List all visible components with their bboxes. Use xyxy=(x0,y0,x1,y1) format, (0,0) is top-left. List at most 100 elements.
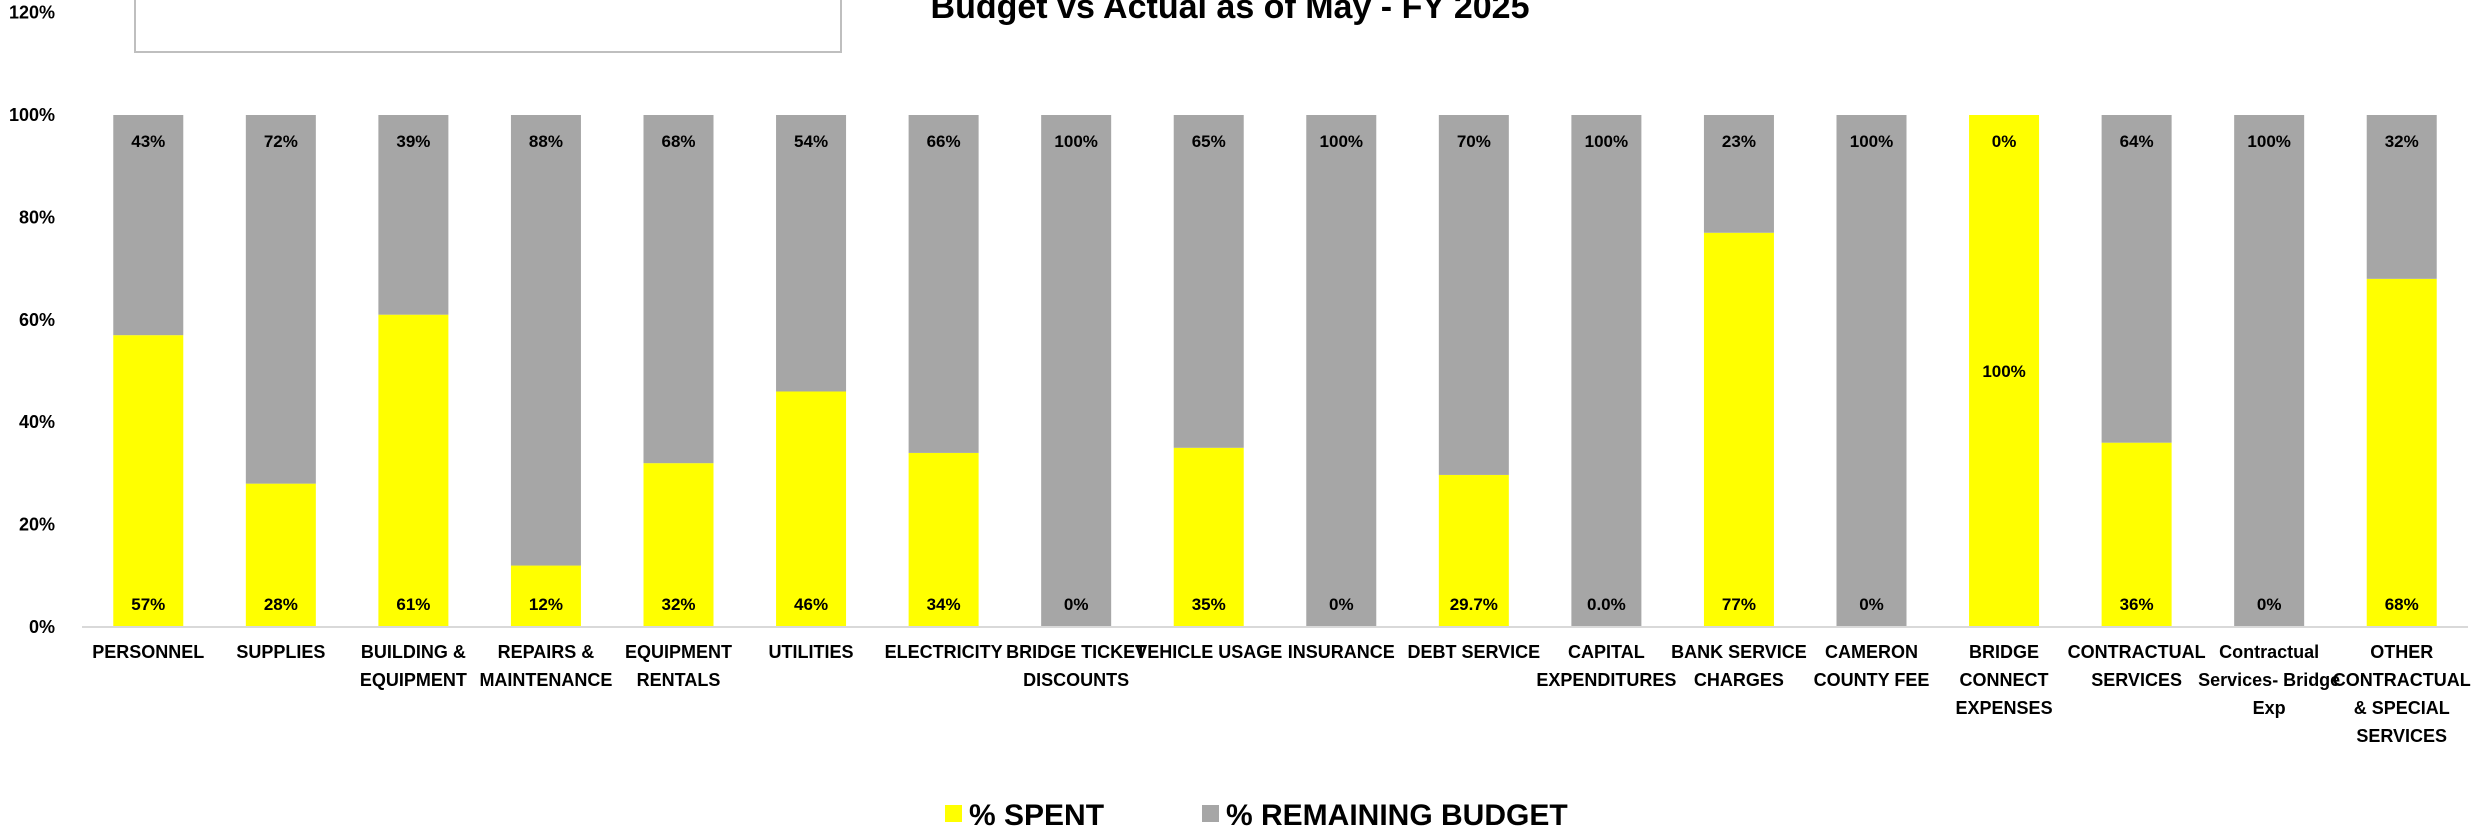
bar-remaining xyxy=(378,115,449,315)
bar-stack: 0% 100% xyxy=(1041,115,1112,627)
x-tick-label-line: DISCOUNTS xyxy=(1023,670,1129,690)
bar-spent xyxy=(1969,115,2040,627)
label-spent: 68% xyxy=(2385,595,2419,614)
x-tick-label-line: SERVICES xyxy=(2091,670,2182,690)
x-tick-label-line: RENTALS xyxy=(637,670,721,690)
bar-remaining xyxy=(113,115,184,336)
legend-label: % SPENT xyxy=(969,799,1104,830)
bar-remaining xyxy=(2101,115,2172,443)
label-remaining: 54% xyxy=(794,132,828,151)
x-tick-label: BUILDING & EQUIPMENT xyxy=(360,642,467,690)
x-tick-label-line: Contractual xyxy=(2219,642,2319,662)
x-tick-label: CONTRACTUAL SERVICES xyxy=(2068,642,2206,690)
bar-remaining xyxy=(245,115,316,484)
label-spent: 32% xyxy=(661,595,695,614)
y-tick-label: 100% xyxy=(9,105,55,125)
x-tick-label-line: COUNTY FEE xyxy=(1814,670,1930,690)
bar-stack: 34% 66% xyxy=(908,115,979,627)
x-tick-label-line: CAMERON xyxy=(1825,642,1918,662)
x-tick-label-line: BRIDGE TICKET xyxy=(1006,642,1146,662)
bar-spent xyxy=(378,314,449,627)
bar-stack: 32% 68% xyxy=(643,115,714,627)
y-tick-label: 80% xyxy=(19,207,55,227)
bar-remaining xyxy=(2234,115,2305,627)
x-tick-label: ELECTRICITY xyxy=(885,642,1003,662)
x-tick-label: REPAIRS & MAINTENANCE xyxy=(479,642,612,690)
bar-remaining xyxy=(643,115,714,464)
x-tick-label-line: & SPECIAL xyxy=(2354,698,2450,718)
bar-remaining xyxy=(1571,115,1642,627)
y-tick-label: 0% xyxy=(29,617,55,637)
x-tick-label: SUPPLIES xyxy=(236,642,325,662)
bar-remaining xyxy=(1703,115,1774,233)
label-spent: 36% xyxy=(2120,595,2154,614)
label-remaining: 66% xyxy=(927,132,961,151)
bar-stack: 77% 23% xyxy=(1703,115,1774,627)
label-spent: 0.0% xyxy=(1587,595,1626,614)
x-tick-label: VEHICLE USAGE xyxy=(1135,642,1282,662)
x-tick-label: Contractual Services- Bridge Exp xyxy=(2198,642,2340,718)
x-tick-label-line: BRIDGE xyxy=(1969,642,2039,662)
bar-remaining xyxy=(908,115,979,453)
bar-remaining xyxy=(776,115,847,392)
x-tick-label: BRIDGE TICKET DISCOUNTS xyxy=(1006,642,1146,690)
x-tick-label-line: REPAIRS & xyxy=(498,642,595,662)
inset-text-box xyxy=(134,0,842,53)
bar-spent xyxy=(776,391,847,627)
label-spent: 0% xyxy=(2257,595,2282,614)
label-spent: 12% xyxy=(529,595,563,614)
label-spent: 0% xyxy=(1329,595,1354,614)
bar-spent xyxy=(510,565,581,627)
x-tick-label-line: SERVICES xyxy=(2356,726,2447,746)
bar-spent xyxy=(643,463,714,627)
bar-remaining xyxy=(1306,115,1377,627)
label-remaining: 65% xyxy=(1192,132,1226,151)
x-tick-label-line: SUPPLIES xyxy=(236,642,325,662)
x-tick-label-line: EQUIPMENT xyxy=(625,642,732,662)
label-spent: 61% xyxy=(396,595,430,614)
x-tick-label-line: EQUIPMENT xyxy=(360,670,467,690)
legend: % SPENT % REMAINING BUDGET xyxy=(945,799,1568,830)
x-tick-label-line: PERSONNEL xyxy=(92,642,204,662)
bar-spent xyxy=(1703,232,1774,627)
legend-swatch xyxy=(945,805,962,822)
x-tick-label-line: VEHICLE USAGE xyxy=(1135,642,1282,662)
x-tick-label-line: OTHER xyxy=(2370,642,2433,662)
bar-stack: 28% 72% xyxy=(245,115,316,627)
x-tick-label-line: CONTRACTUAL xyxy=(2333,670,2471,690)
x-tick-label-line: DEBT SERVICE xyxy=(1407,642,1540,662)
label-spent: 29.7% xyxy=(1450,595,1498,614)
x-tick-label-line: EXPENSES xyxy=(1956,698,2053,718)
label-spent: 77% xyxy=(1722,595,1756,614)
bar-remaining xyxy=(1836,115,1907,627)
bar-stack: 100% 0% xyxy=(1969,115,2040,627)
bar-spent xyxy=(1438,474,1509,627)
x-tick-label: EQUIPMENT RENTALS xyxy=(625,642,732,690)
label-remaining: 32% xyxy=(2385,132,2419,151)
bar-spent xyxy=(245,483,316,627)
x-tick-label: OTHER CONTRACTUAL & SPECIAL SERVICES xyxy=(2333,642,2471,746)
label-remaining: 100% xyxy=(1054,132,1097,151)
y-tick-label: 40% xyxy=(19,412,55,432)
label-remaining: 88% xyxy=(529,132,563,151)
bars-group: 57% 43% 28% 72% 61% 39% 12% 88% 32% 68% 46% 54% 34% 6… xyxy=(113,115,2437,627)
label-remaining: 64% xyxy=(2120,132,2154,151)
bar-spent xyxy=(113,335,184,627)
x-tick-label: CAPITAL EXPENDITURES xyxy=(1536,642,1676,690)
label-remaining: 39% xyxy=(396,132,430,151)
bar-stack: 12% 88% xyxy=(510,115,581,627)
bar-stack: 36% 64% xyxy=(2101,115,2172,627)
label-remaining: 100% xyxy=(1850,132,1893,151)
chart-title: Budget vs Actual as of May - FY 2025 xyxy=(931,0,1530,26)
label-remaining: 72% xyxy=(264,132,298,151)
label-spent: 100% xyxy=(1982,362,2025,381)
x-tick-label-line: CONNECT xyxy=(1960,670,2049,690)
x-tick-label-line: BUILDING & xyxy=(361,642,466,662)
x-tick-label: PERSONNEL xyxy=(92,642,204,662)
label-spent: 0% xyxy=(1064,595,1089,614)
x-tick-label-line: CAPITAL xyxy=(1568,642,1645,662)
bar-spent xyxy=(2366,278,2437,627)
bar-spent xyxy=(908,452,979,627)
